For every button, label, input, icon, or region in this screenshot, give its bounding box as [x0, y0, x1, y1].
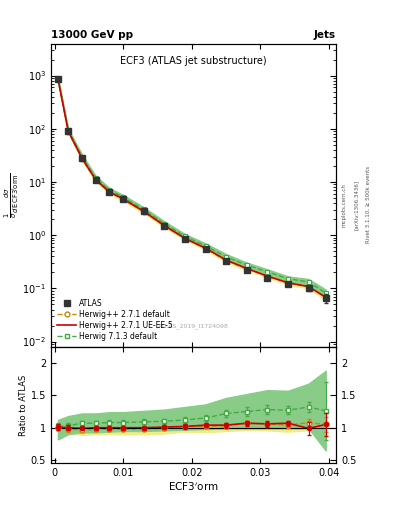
Y-axis label: $\frac{1}{\sigma}\frac{d\sigma}{d\,\mathrm{ECF3'orm}}$: $\frac{1}{\sigma}\frac{d\sigma}{d\,\math… — [3, 173, 21, 218]
X-axis label: ECF3$'$orm: ECF3$'$orm — [168, 481, 219, 494]
Text: ECF3 (ATLAS jet substructure): ECF3 (ATLAS jet substructure) — [120, 56, 267, 66]
Text: mcplots.cern.ch: mcplots.cern.ch — [342, 183, 347, 227]
Text: Rivet 3.1.10, ≥ 500k events: Rivet 3.1.10, ≥ 500k events — [365, 166, 371, 243]
Text: ATLAS_2019_I1724098: ATLAS_2019_I1724098 — [158, 323, 229, 329]
Text: 13000 GeV pp: 13000 GeV pp — [51, 30, 133, 40]
Y-axis label: Ratio to ATLAS: Ratio to ATLAS — [19, 374, 28, 436]
Legend: ATLAS, Herwig++ 2.7.1 default, Herwig++ 2.7.1 UE-EE-5, Herwig 7.1.3 default: ATLAS, Herwig++ 2.7.1 default, Herwig++ … — [55, 296, 175, 343]
Text: Jets: Jets — [314, 30, 336, 40]
Text: [arXiv:1306.3436]: [arXiv:1306.3436] — [354, 180, 359, 230]
